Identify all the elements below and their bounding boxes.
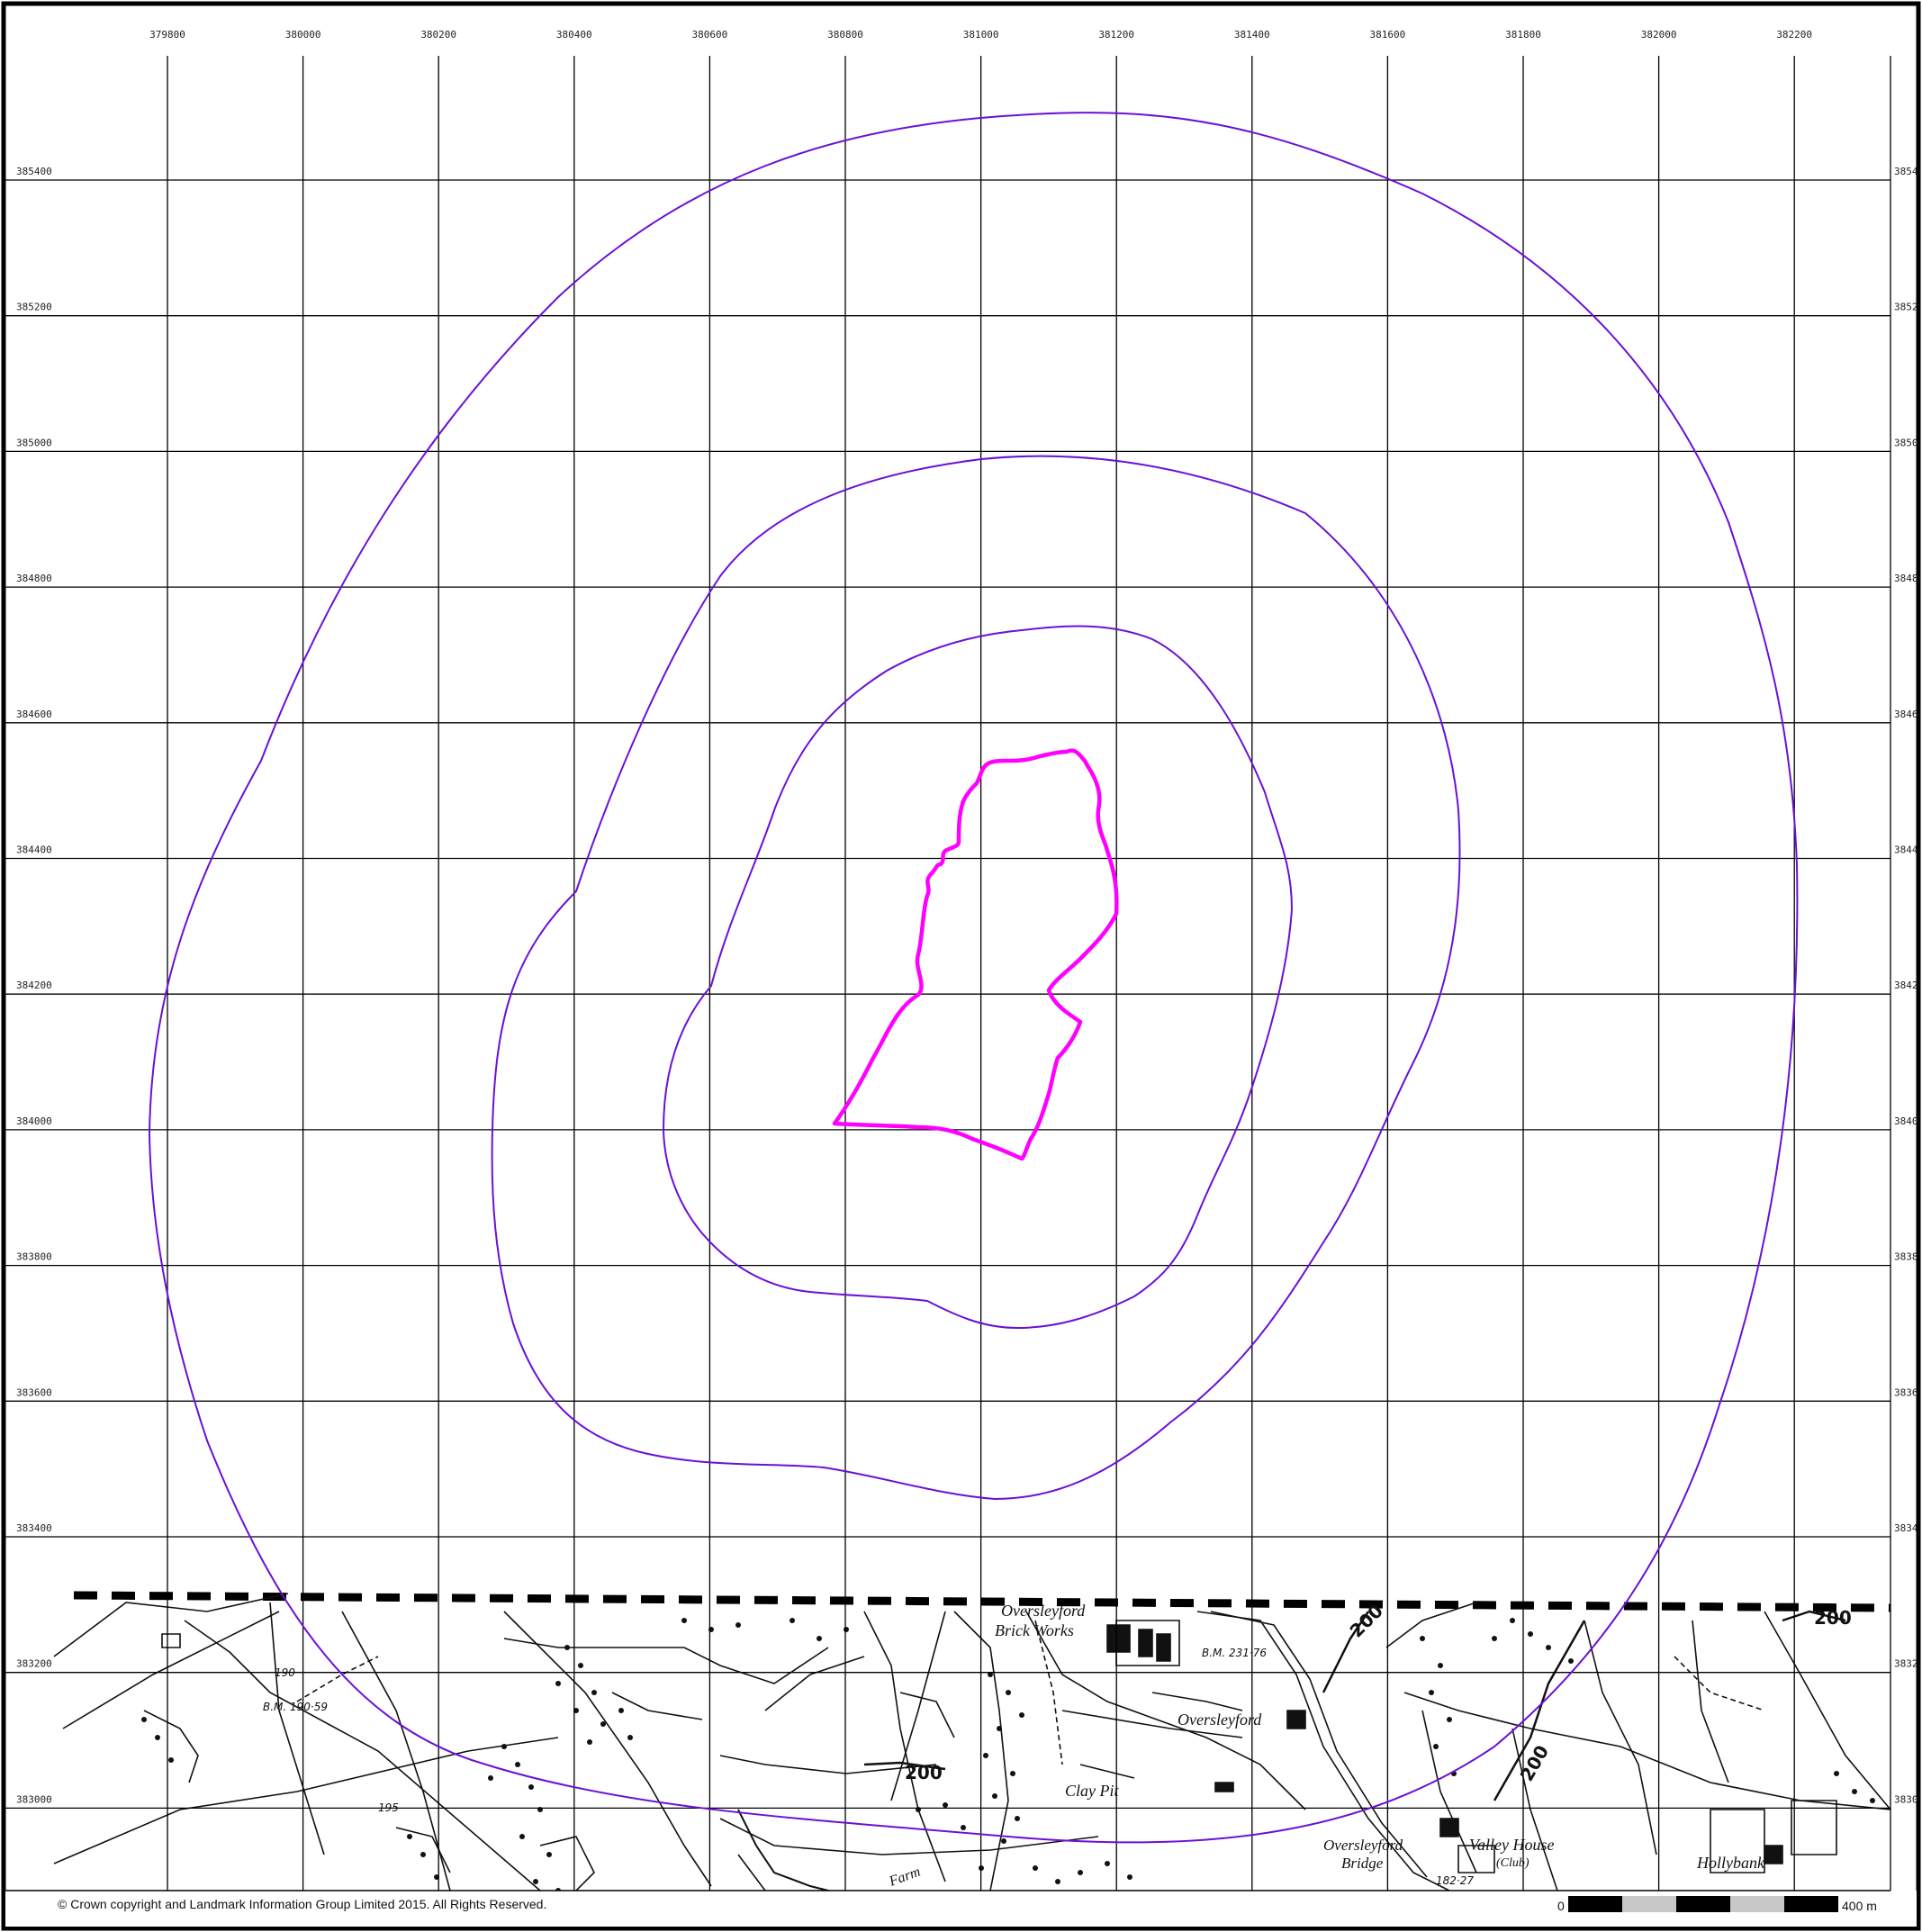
bridge-label-1: Oversleyford (1323, 1837, 1403, 1854)
northing-label-right: 3830 (1894, 1793, 1918, 1805)
northing-label-right: 3840 (1894, 1115, 1918, 1127)
oversleyford-label: Oversleyford (1178, 1711, 1262, 1729)
buffer-ring-middle[interactable] (491, 455, 1461, 1501)
benchmark-label-2: B.M. 231·76 (1202, 1647, 1267, 1659)
northing-label-left: 383000 (16, 1793, 52, 1805)
buffer-ring-outer[interactable] (148, 112, 1799, 1844)
northing-label-left: 384800 (16, 573, 52, 584)
contour-label-3: 200 (1516, 1741, 1554, 1784)
northing-label-right: 3850 (1894, 437, 1918, 448)
clay-pit-label: Clay Pit (1065, 1782, 1119, 1800)
northing-label-left: 385000 (16, 437, 52, 448)
scale-end-label: 400 m (1842, 1899, 1877, 1913)
easting-label: 381800 (1505, 29, 1541, 41)
northing-label-right: 3834 (1894, 1522, 1918, 1534)
benchmark-label-3: 182·27 (1436, 1874, 1474, 1887)
easting-label: 380800 (827, 29, 863, 41)
easting-label: 380200 (420, 29, 456, 41)
easting-label: 382200 (1776, 29, 1812, 41)
northing-label-right: 3832 (1894, 1658, 1918, 1670)
brick-works-label-1: Oversleyford (1001, 1602, 1086, 1620)
historical-base-map (53, 1591, 1891, 1900)
northing-label-right: 3836 (1894, 1386, 1918, 1398)
northing-label-right: 3848 (1894, 573, 1918, 584)
grid-lines (5, 56, 1891, 1891)
contour-label-1: 200 (905, 1762, 943, 1783)
woodland-symbols (141, 1618, 1875, 1893)
easting-label: 381600 (1370, 29, 1406, 41)
easting-label: 380600 (692, 29, 728, 41)
copyright-credit: © Crown copyright and Landmark Informati… (58, 1897, 546, 1911)
easting-label: 381000 (963, 29, 999, 41)
farm-label: Farm (887, 1864, 923, 1890)
easting-label: 380400 (556, 29, 592, 41)
northing-label-left: 383400 (16, 1522, 52, 1534)
easting-label: 380000 (285, 29, 321, 41)
northing-label-right: 3838 (1894, 1251, 1918, 1263)
northing-label-left: 385400 (16, 166, 52, 177)
scale-start-label: 0 (1557, 1899, 1565, 1913)
scale-bar: 0 400 m (1557, 1896, 1877, 1913)
northing-label-right: 3844 (1894, 844, 1918, 856)
northing-label-right: 3842 (1894, 980, 1918, 991)
northing-label-left: 384400 (16, 844, 52, 856)
easting-label: 381200 (1098, 29, 1134, 41)
northing-label-right: 3852 (1894, 302, 1918, 313)
contour-label-4: 200 (1814, 1607, 1852, 1629)
club-label: (Club) (1496, 1856, 1529, 1870)
northing-label-left: 383600 (16, 1386, 52, 1398)
northing-label-left: 384200 (16, 980, 52, 991)
bridge-label-2: Bridge (1341, 1855, 1384, 1872)
northing-label-left: 384600 (16, 709, 52, 720)
northing-label-left: 385200 (16, 302, 52, 313)
northing-label-left: 383800 (16, 1251, 52, 1263)
valley-house-label: Valley House (1469, 1836, 1554, 1854)
northing-label-right: 3854 (1894, 166, 1918, 177)
buffer-ring-inner[interactable] (662, 625, 1294, 1330)
northing-label-left: 384000 (16, 1115, 52, 1127)
easting-labels: 379800 380000 380200 380400 380600 380800 3810… (149, 29, 1812, 41)
spot-height-1: 190 (275, 1666, 295, 1679)
northing-labels: 385400 3854 385200 3852 385000 3850 384800 3848… (16, 166, 1918, 1805)
northing-label-left: 383200 (16, 1658, 52, 1670)
easting-label: 381400 (1234, 29, 1270, 41)
site-boundary[interactable] (832, 748, 1119, 1161)
easting-label: 379800 (149, 29, 185, 41)
map-extent-dashed-line (73, 1591, 1891, 1612)
northing-label-right: 3846 (1894, 709, 1918, 720)
easting-label: 382000 (1641, 29, 1677, 41)
brick-works-label-2: Brick Works (995, 1621, 1074, 1639)
spot-height-2: 195 (378, 1801, 399, 1814)
benchmark-label-1: B.M. 190·59 (263, 1701, 328, 1713)
hollybank-label: Hollybank (1696, 1854, 1765, 1872)
